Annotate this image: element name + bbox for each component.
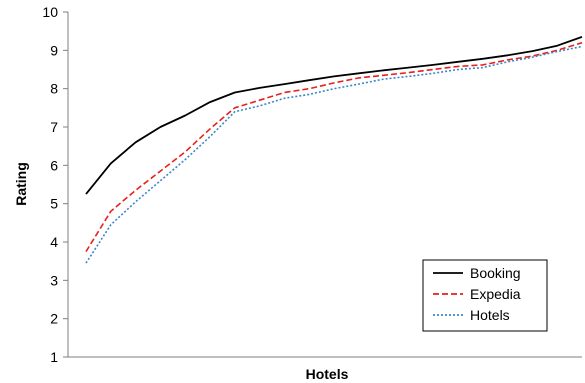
y-tick-label: 2	[50, 311, 58, 327]
legend-label-hotels: Hotels	[470, 307, 510, 323]
y-tick-label: 9	[50, 42, 58, 58]
y-tick-label: 5	[50, 196, 58, 212]
legend-box	[422, 259, 548, 332]
legend-label-booking: Booking	[470, 265, 521, 281]
series-line-expedia	[85, 41, 583, 253]
y-tick-label: 1	[50, 349, 58, 365]
legend: Booking Expedia Hotels	[422, 259, 548, 332]
series-line-booking	[85, 36, 583, 195]
y-tick-label: 4	[50, 234, 58, 250]
y-tick-label: 7	[50, 119, 58, 135]
y-tick-label: 6	[50, 157, 58, 173]
plot-area	[85, 36, 583, 264]
axes: 1 2 3 4 5 6 7 8 9 10	[42, 4, 582, 365]
y-tick-label: 8	[50, 81, 58, 97]
legend-label-expedia: Expedia	[470, 286, 521, 302]
y-axis-title: Rating	[13, 162, 29, 206]
series-line-hotels	[85, 45, 583, 264]
x-axis-title: Hotels	[306, 366, 349, 382]
y-tick-label: 10	[42, 4, 58, 20]
y-tick-label: 3	[50, 272, 58, 288]
